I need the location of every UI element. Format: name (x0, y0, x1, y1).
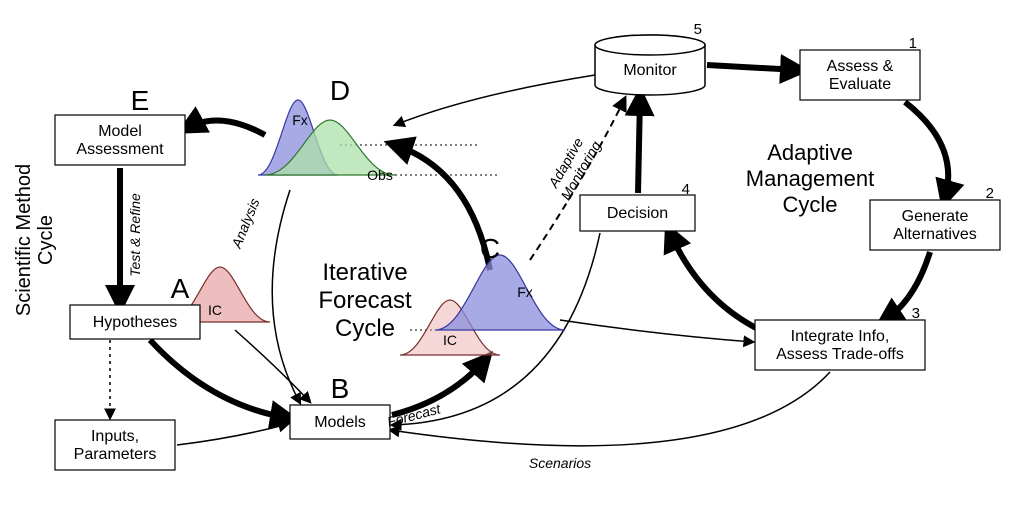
edge-hypotheses-to-models (150, 340, 288, 418)
label-test-refine: Test & Refine (127, 193, 143, 277)
title-iterative: Cycle (335, 315, 395, 342)
svg-text:Test & Refine: Test & Refine (127, 193, 143, 277)
step-number: 1 (909, 35, 917, 52)
title-scientific: Scientific MethodCycle (13, 164, 57, 316)
svg-text:Assess Trade-offs: Assess Trade-offs (776, 346, 904, 363)
label-ic-c: IC (443, 332, 457, 348)
svg-text:IC: IC (208, 302, 222, 318)
dist-c_fx (435, 255, 565, 330)
monitor-cylinder-top (595, 35, 705, 55)
svg-text:Generate: Generate (902, 208, 969, 225)
svg-text:Models: Models (314, 414, 366, 431)
label-analysis: Analysis (228, 196, 263, 251)
edge-genalt-to-integrate (885, 252, 930, 320)
edge-d-to-assessment (187, 120, 265, 135)
edge-inputs-to-models (177, 424, 288, 445)
letter-B: B (331, 373, 350, 404)
svg-text:Fx: Fx (517, 284, 533, 300)
title-adaptive: Management (746, 166, 874, 191)
edge-monitor-to-d (395, 75, 595, 125)
svg-text:Assessment: Assessment (76, 141, 164, 158)
edge-integrate-to-decision (670, 233, 760, 330)
svg-text:Hypotheses: Hypotheses (93, 314, 178, 331)
letter-D: D (330, 75, 350, 106)
svg-text:Cycle: Cycle (35, 215, 57, 265)
svg-text:Assess &: Assess & (827, 58, 894, 75)
letter-E: E (131, 85, 150, 116)
edge-monitor-to-assess (707, 65, 798, 70)
svg-text:IC: IC (443, 332, 457, 348)
edge-assess-to-genalt (905, 102, 948, 198)
edge-decision-to-monitor (638, 98, 640, 193)
svg-text:Scenarios: Scenarios (529, 455, 591, 471)
label-ic-a: IC (208, 302, 222, 318)
edge-c-to-d (395, 145, 490, 270)
label-fx-c: Fx (517, 284, 533, 300)
step-number: 5 (694, 21, 702, 38)
title-adaptive: Cycle (782, 192, 837, 217)
letter-C: C (480, 233, 500, 264)
svg-text:Alternatives: Alternatives (893, 226, 977, 243)
label-obs: Obs (367, 167, 393, 183)
edge-d-to-models (272, 190, 300, 403)
svg-text:Model: Model (98, 123, 142, 140)
svg-text:Inputs,: Inputs, (91, 428, 139, 445)
svg-text:Integrate Info,: Integrate Info, (791, 328, 890, 345)
step-number: 3 (912, 305, 920, 322)
label-scenarios: Scenarios (529, 455, 591, 471)
title-iterative: Forecast (318, 287, 412, 314)
edge-ic-to-models (235, 330, 310, 402)
svg-text:Decision: Decision (607, 205, 668, 222)
label-fx-d: Fx (292, 112, 308, 128)
svg-text:Fx: Fx (292, 112, 308, 128)
svg-text:Obs: Obs (367, 167, 393, 183)
monitor-label: Monitor (623, 62, 677, 79)
svg-text:Analysis: Analysis (228, 196, 263, 251)
label-forecast: Forecast (385, 400, 443, 430)
title-adaptive: Adaptive (767, 140, 853, 165)
svg-text:Scientific Method: Scientific Method (13, 164, 35, 316)
letter-A: A (171, 273, 190, 304)
title-iterative: Iterative (322, 259, 407, 286)
svg-text:Forecast: Forecast (385, 400, 443, 430)
step-number: 2 (986, 185, 994, 202)
step-number: 4 (682, 181, 690, 198)
svg-text:Evaluate: Evaluate (829, 76, 891, 93)
edge-c-to-integrate (560, 320, 753, 342)
svg-text:Parameters: Parameters (74, 446, 157, 463)
